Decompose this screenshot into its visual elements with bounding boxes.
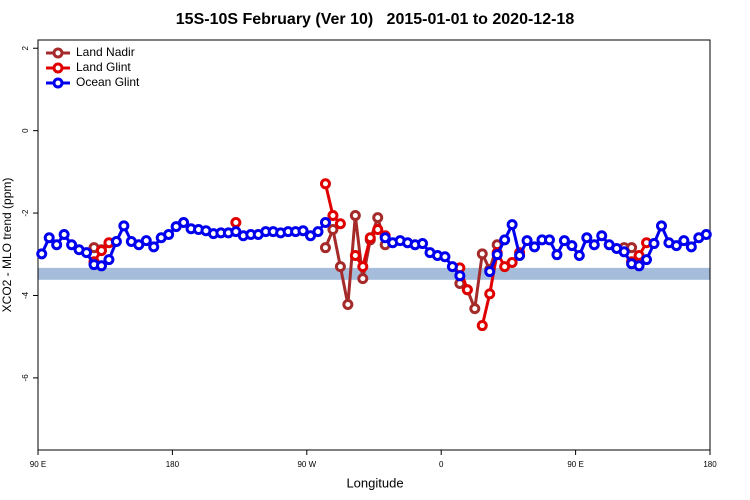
data-point	[319, 178, 331, 190]
data-point	[36, 248, 48, 260]
data-point	[551, 249, 563, 261]
data-point	[372, 212, 384, 224]
y-tick-label: -4	[21, 291, 30, 299]
data-point	[327, 224, 339, 236]
plot-frame	[37, 39, 711, 451]
data-point	[655, 220, 667, 232]
data-point	[95, 260, 107, 272]
data-point	[596, 230, 608, 242]
data-point	[454, 270, 466, 282]
x-tick-label: 90 E	[30, 460, 46, 469]
data-point	[514, 250, 526, 262]
data-point	[573, 250, 585, 262]
data-point	[685, 241, 697, 253]
data-point	[543, 234, 555, 246]
data-point	[357, 261, 369, 273]
data-point	[588, 239, 600, 251]
data-point	[66, 239, 78, 251]
data-point	[230, 217, 242, 229]
data-point	[529, 241, 541, 253]
data-point	[178, 217, 190, 229]
data-point	[118, 220, 130, 232]
data-point	[566, 240, 578, 252]
legend-marker	[52, 62, 64, 74]
data-point	[163, 228, 175, 240]
legend-label: Land Glint	[76, 60, 131, 74]
data-point	[327, 210, 339, 222]
y-tick-label: -6	[21, 374, 30, 382]
data-point	[484, 266, 496, 278]
x-tick-label: 90 E	[567, 460, 583, 469]
data-point	[581, 232, 593, 244]
data-point	[461, 284, 473, 296]
y-axis-label: XCO2 - MLO trend (ppm)	[0, 178, 14, 313]
data-point	[506, 219, 518, 231]
legend-label: Land Nadir	[76, 45, 135, 59]
data-point	[379, 232, 391, 244]
x-tick-label: 180	[166, 460, 180, 469]
x-tick-label: 180	[703, 460, 717, 469]
data-point	[103, 254, 115, 266]
data-point	[417, 238, 429, 250]
legend-marker	[52, 47, 64, 59]
data-point	[678, 235, 690, 247]
legend-marker	[52, 77, 64, 89]
data-point	[148, 241, 160, 253]
data-point	[499, 234, 511, 246]
x-tick-label: 90 W	[297, 460, 316, 469]
series-line	[92, 183, 648, 326]
data-point	[670, 240, 682, 252]
data-point	[476, 320, 488, 332]
data-point	[334, 218, 346, 230]
data-point	[342, 299, 354, 311]
data-point	[506, 257, 518, 269]
data-point	[110, 235, 122, 247]
data-point	[558, 235, 570, 247]
legend-label: Ocean Glint	[76, 75, 140, 89]
data-point	[648, 238, 660, 250]
data-point	[446, 261, 458, 273]
data-point	[469, 303, 481, 315]
surface-band	[38, 267, 710, 280]
data-point	[319, 217, 331, 229]
data-point	[319, 242, 331, 254]
data-point	[439, 251, 451, 263]
chart-title: 15S-10S February (Ver 10) 2015-01-01 to …	[176, 11, 575, 28]
data-point	[43, 232, 55, 244]
data-point	[633, 260, 645, 272]
data-point	[521, 235, 533, 247]
data-point	[81, 247, 93, 259]
data-point	[297, 225, 309, 237]
y-tick-label: -2	[21, 209, 30, 217]
data-point	[618, 246, 630, 258]
y-tick-label: 2	[21, 45, 30, 50]
data-point	[95, 245, 107, 257]
data-point	[491, 249, 503, 261]
data-point	[334, 261, 346, 273]
x-axis-label: Longitude	[346, 475, 403, 490]
data-point	[364, 232, 376, 244]
y-tick-label: 0	[21, 128, 30, 133]
data-point	[476, 248, 488, 260]
data-point	[140, 235, 152, 247]
data-point	[641, 254, 653, 266]
data-point	[372, 224, 384, 236]
data-point	[349, 210, 361, 222]
data-point	[312, 226, 324, 238]
data-point	[349, 250, 361, 262]
data-point	[51, 239, 63, 251]
data-point	[484, 288, 496, 300]
data-point	[700, 228, 712, 240]
x-tick-label: 0	[439, 460, 444, 469]
data-point	[357, 273, 369, 285]
data-point	[58, 228, 70, 240]
